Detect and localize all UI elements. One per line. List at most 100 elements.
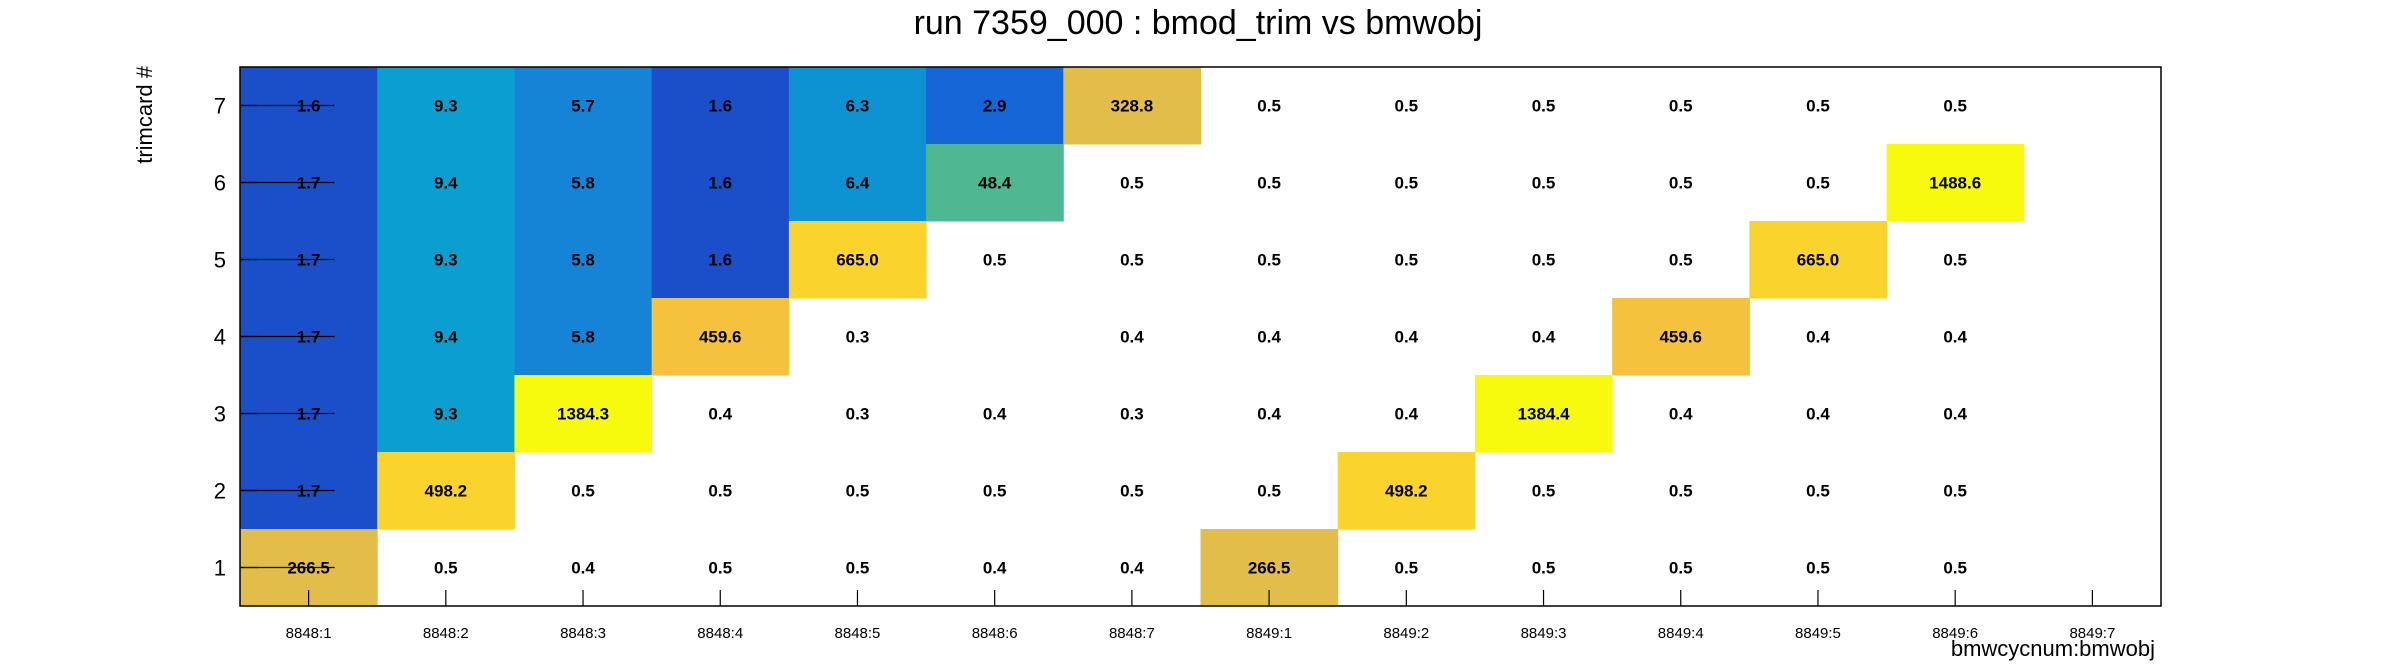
cell-value-label: 0.4 bbox=[571, 559, 595, 578]
cell-value-label: 1.6 bbox=[708, 97, 732, 116]
cell-value-label: 0.4 bbox=[1669, 405, 1693, 424]
cell-value-label: 0.5 bbox=[1395, 97, 1419, 116]
cells-layer bbox=[240, 67, 2025, 607]
cell-value-label: 0.5 bbox=[1669, 559, 1693, 578]
cell-value-label: 0.5 bbox=[1395, 174, 1419, 193]
cell-value-label: 498.2 bbox=[1385, 482, 1428, 501]
cell-value-label: 0.4 bbox=[983, 405, 1007, 424]
cell-labels-layer: 1.6 9.3 5.7 1.6 6.3 2.9 328.8 0.5 0.5 0.5 0.5 0.5 0.… bbox=[287, 97, 1981, 578]
cell-value-label: 0.4 bbox=[1943, 405, 1967, 424]
heatmap-cell bbox=[788, 144, 927, 222]
cell-value-label: 9.3 bbox=[434, 405, 458, 424]
cell-value-label: 9.3 bbox=[434, 251, 458, 270]
heatmap-cell bbox=[651, 298, 790, 376]
heatmap-cell bbox=[377, 221, 515, 299]
cell-value-label: 0.3 bbox=[846, 405, 870, 424]
x-tick-label: 8848:5 bbox=[835, 625, 881, 642]
cell-value-label: 0.5 bbox=[1943, 482, 1967, 501]
cell-value-label: 0.5 bbox=[708, 559, 732, 578]
cell-value-label: 0.5 bbox=[846, 482, 870, 501]
cell-value-label: 328.8 bbox=[1111, 97, 1154, 116]
x-tick-label: 8849:2 bbox=[1383, 625, 1429, 642]
cell-value-label: 1.6 bbox=[297, 97, 321, 116]
cell-value-label: 0.5 bbox=[1395, 559, 1419, 578]
cell-value-label: 0.5 bbox=[983, 482, 1007, 501]
cell-value-label: 0.5 bbox=[1806, 482, 1830, 501]
cell-value-label: 0.3 bbox=[846, 328, 870, 347]
cell-value-label: 0.4 bbox=[1395, 328, 1419, 347]
cell-value-label: 0.4 bbox=[1257, 328, 1281, 347]
cell-value-label: 5.8 bbox=[571, 174, 595, 193]
x-tick-label: 8848:6 bbox=[972, 625, 1018, 642]
cell-value-label: 0.4 bbox=[983, 559, 1007, 578]
cell-value-label: 0.5 bbox=[1532, 251, 1556, 270]
cell-value-label: 1.7 bbox=[297, 174, 321, 193]
cell-value-label: 0.5 bbox=[1943, 559, 1967, 578]
cell-value-label: 498.2 bbox=[425, 482, 468, 501]
heatmap-cell bbox=[377, 144, 515, 222]
cell-value-label: 0.4 bbox=[1532, 328, 1556, 347]
cell-value-label: 9.3 bbox=[434, 97, 458, 116]
cell-value-label: 1.7 bbox=[297, 251, 321, 270]
cell-value-label: 665.0 bbox=[1797, 251, 1840, 270]
heatmap-cell bbox=[1337, 452, 1476, 530]
cell-value-label: 0.5 bbox=[1669, 251, 1693, 270]
cell-value-label: 5.8 bbox=[571, 328, 595, 347]
cell-value-label: 0.5 bbox=[434, 559, 458, 578]
heatmap-cell bbox=[377, 67, 515, 145]
cell-value-label: 0.4 bbox=[1806, 328, 1830, 347]
x-tick-label: 8848:7 bbox=[1109, 625, 1155, 642]
heatmap-cell bbox=[926, 144, 1064, 222]
cell-value-label: 0.5 bbox=[1395, 251, 1419, 270]
cell-value-label: 1.7 bbox=[297, 482, 321, 501]
cell-value-label: 0.4 bbox=[1257, 405, 1281, 424]
heatmap-cell bbox=[377, 298, 515, 376]
cell-value-label: 1.6 bbox=[708, 174, 732, 193]
cell-value-label: 459.6 bbox=[699, 328, 742, 347]
heatmap-cell bbox=[788, 221, 927, 299]
heatmap-cell bbox=[651, 67, 790, 145]
cell-value-label: 0.5 bbox=[1669, 482, 1693, 501]
cell-value-label: 0.5 bbox=[1806, 97, 1830, 116]
cell-value-label: 1384.3 bbox=[557, 405, 609, 424]
cell-value-label: 0.5 bbox=[1120, 174, 1144, 193]
x-tick-label: 8848:3 bbox=[560, 625, 606, 642]
x-tick-label: 8849:1 bbox=[1246, 625, 1292, 642]
x-axis-title: bmwcycnum:bmwobj bbox=[1951, 636, 2155, 661]
cell-value-label: 6.4 bbox=[846, 174, 870, 193]
heatmap-cell bbox=[514, 375, 653, 453]
cell-value-label: 0.4 bbox=[1120, 328, 1144, 347]
x-tick-label: 8848:2 bbox=[423, 625, 469, 642]
x-tick-label: 8849:4 bbox=[1658, 625, 1704, 642]
cell-value-label: 0.5 bbox=[846, 559, 870, 578]
cell-value-label: 9.4 bbox=[434, 328, 458, 347]
cell-value-label: 0.4 bbox=[1943, 328, 1967, 347]
cell-value-label: 5.7 bbox=[571, 97, 595, 116]
cell-value-label: 48.4 bbox=[978, 174, 1012, 193]
y-axis: 1 2 3 4 5 6 7 bbox=[214, 94, 258, 581]
cell-value-label: 266.5 bbox=[1248, 559, 1291, 578]
cell-value-label: 0.5 bbox=[1120, 482, 1144, 501]
cell-value-label: 0.5 bbox=[1120, 251, 1144, 270]
cell-value-label: 0.4 bbox=[1806, 405, 1830, 424]
cell-value-label: 266.5 bbox=[287, 559, 330, 578]
x-tick-label: 8848:1 bbox=[286, 625, 332, 642]
cell-value-label: 0.5 bbox=[571, 482, 595, 501]
chart-title: run 7359_000 : bmod_trim vs bmwobj bbox=[914, 4, 1483, 42]
y-tick-label: 2 bbox=[214, 479, 226, 504]
cell-value-label: 0.4 bbox=[1120, 559, 1144, 578]
heatmap-cell bbox=[788, 67, 927, 145]
y-tick-label: 5 bbox=[214, 248, 226, 273]
cell-value-label: 459.6 bbox=[1659, 328, 1702, 347]
y-tick-label: 1 bbox=[214, 556, 226, 581]
cell-value-label: 0.5 bbox=[708, 482, 732, 501]
cell-value-label: 0.5 bbox=[983, 251, 1007, 270]
cell-value-label: 0.3 bbox=[1120, 405, 1144, 424]
x-tick-label: 8849:6 bbox=[1932, 625, 1978, 642]
heatmap-cell bbox=[514, 221, 653, 299]
cell-value-label: 0.5 bbox=[1532, 559, 1556, 578]
cell-value-label: 0.5 bbox=[1669, 97, 1693, 116]
y-axis-title: trimcard # bbox=[132, 65, 157, 164]
cell-value-label: 0.5 bbox=[1532, 174, 1556, 193]
